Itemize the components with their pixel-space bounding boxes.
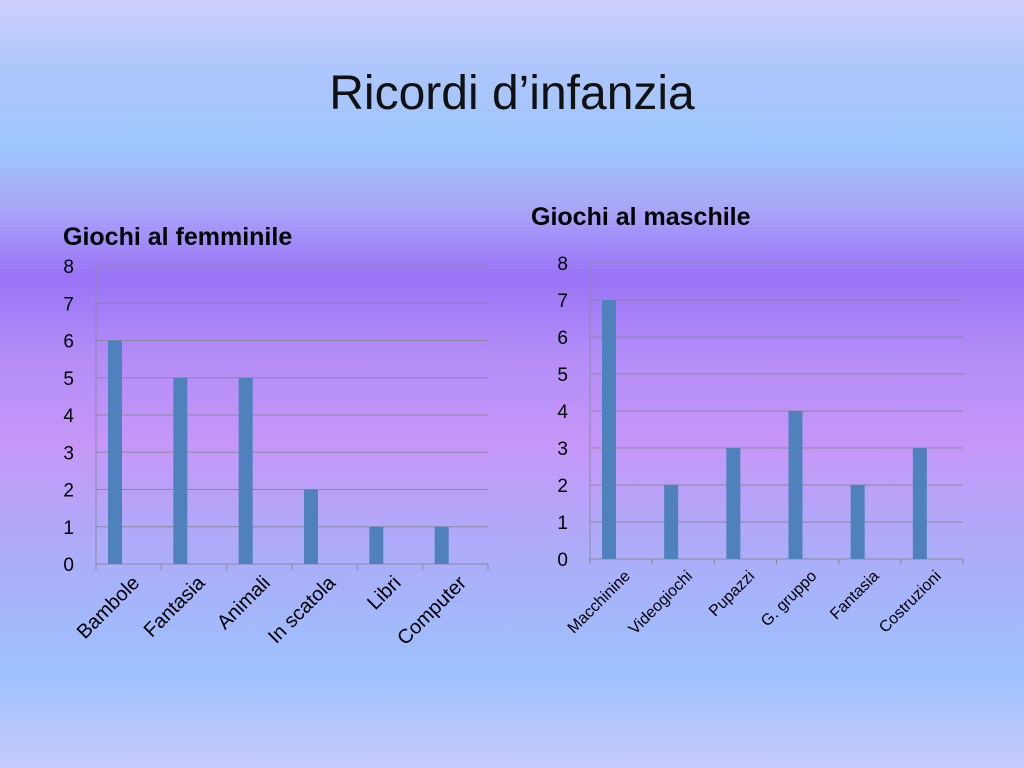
- femminile-bar: [369, 526, 384, 564]
- maschile-x-tick-label: Costruzioni: [876, 568, 945, 637]
- maschile-x-tick-label: Fantasia: [827, 568, 882, 623]
- maschile-y-tick-label: 6: [557, 328, 568, 349]
- maschile-bar: [912, 448, 927, 559]
- femminile-y-tick-label: 3: [63, 443, 74, 464]
- maschile-y-tick-label: 3: [557, 439, 568, 460]
- slide-title: Ricordi d’infanzia: [329, 67, 695, 120]
- femminile-y-tick-label: 2: [63, 481, 74, 502]
- chart-title-femminile: Giochi al femminile: [63, 223, 293, 251]
- maschile-bar: [726, 448, 741, 559]
- femminile-y-tick-label: 4: [63, 406, 74, 427]
- maschile-x-tick-label: Pupazzi: [706, 568, 758, 620]
- maschile-y-tick-label: 0: [557, 550, 568, 571]
- femminile-y-tick-label: 7: [63, 294, 74, 315]
- maschile-y-tick-label: 7: [557, 291, 568, 312]
- maschile-x-tick-label: Videogiochi: [626, 568, 696, 638]
- femminile-y-tick-label: 1: [63, 518, 74, 539]
- maschile-bar: [788, 411, 803, 559]
- femminile-bar: [304, 489, 318, 564]
- maschile-y-tick-label: 4: [557, 402, 568, 423]
- femminile-bar: [108, 340, 122, 564]
- femminile-bar: [434, 526, 449, 564]
- chart-title-maschile: Giochi al maschile: [531, 203, 751, 231]
- maschile-y-tick-label: 2: [557, 476, 568, 497]
- femminile-y-tick-label: 6: [63, 332, 74, 353]
- maschile-bar: [664, 485, 679, 559]
- maschile-bar: [602, 300, 616, 559]
- maschile-y-tick-label: 8: [557, 254, 568, 275]
- femminile-y-tick-label: 0: [63, 555, 74, 576]
- maschile-y-tick-label: 5: [557, 365, 568, 386]
- maschile-x-tick-label: Macchinine: [565, 568, 634, 637]
- femminile-y-tick-label: 5: [63, 369, 74, 390]
- maschile-x-tick-label: G. gruppo: [758, 568, 820, 630]
- femminile-y-tick-label: 8: [63, 257, 74, 278]
- femminile-bar: [173, 377, 188, 564]
- maschile-bar: [850, 485, 865, 559]
- femminile-bar: [238, 377, 253, 564]
- maschile-y-tick-label: 1: [557, 513, 568, 534]
